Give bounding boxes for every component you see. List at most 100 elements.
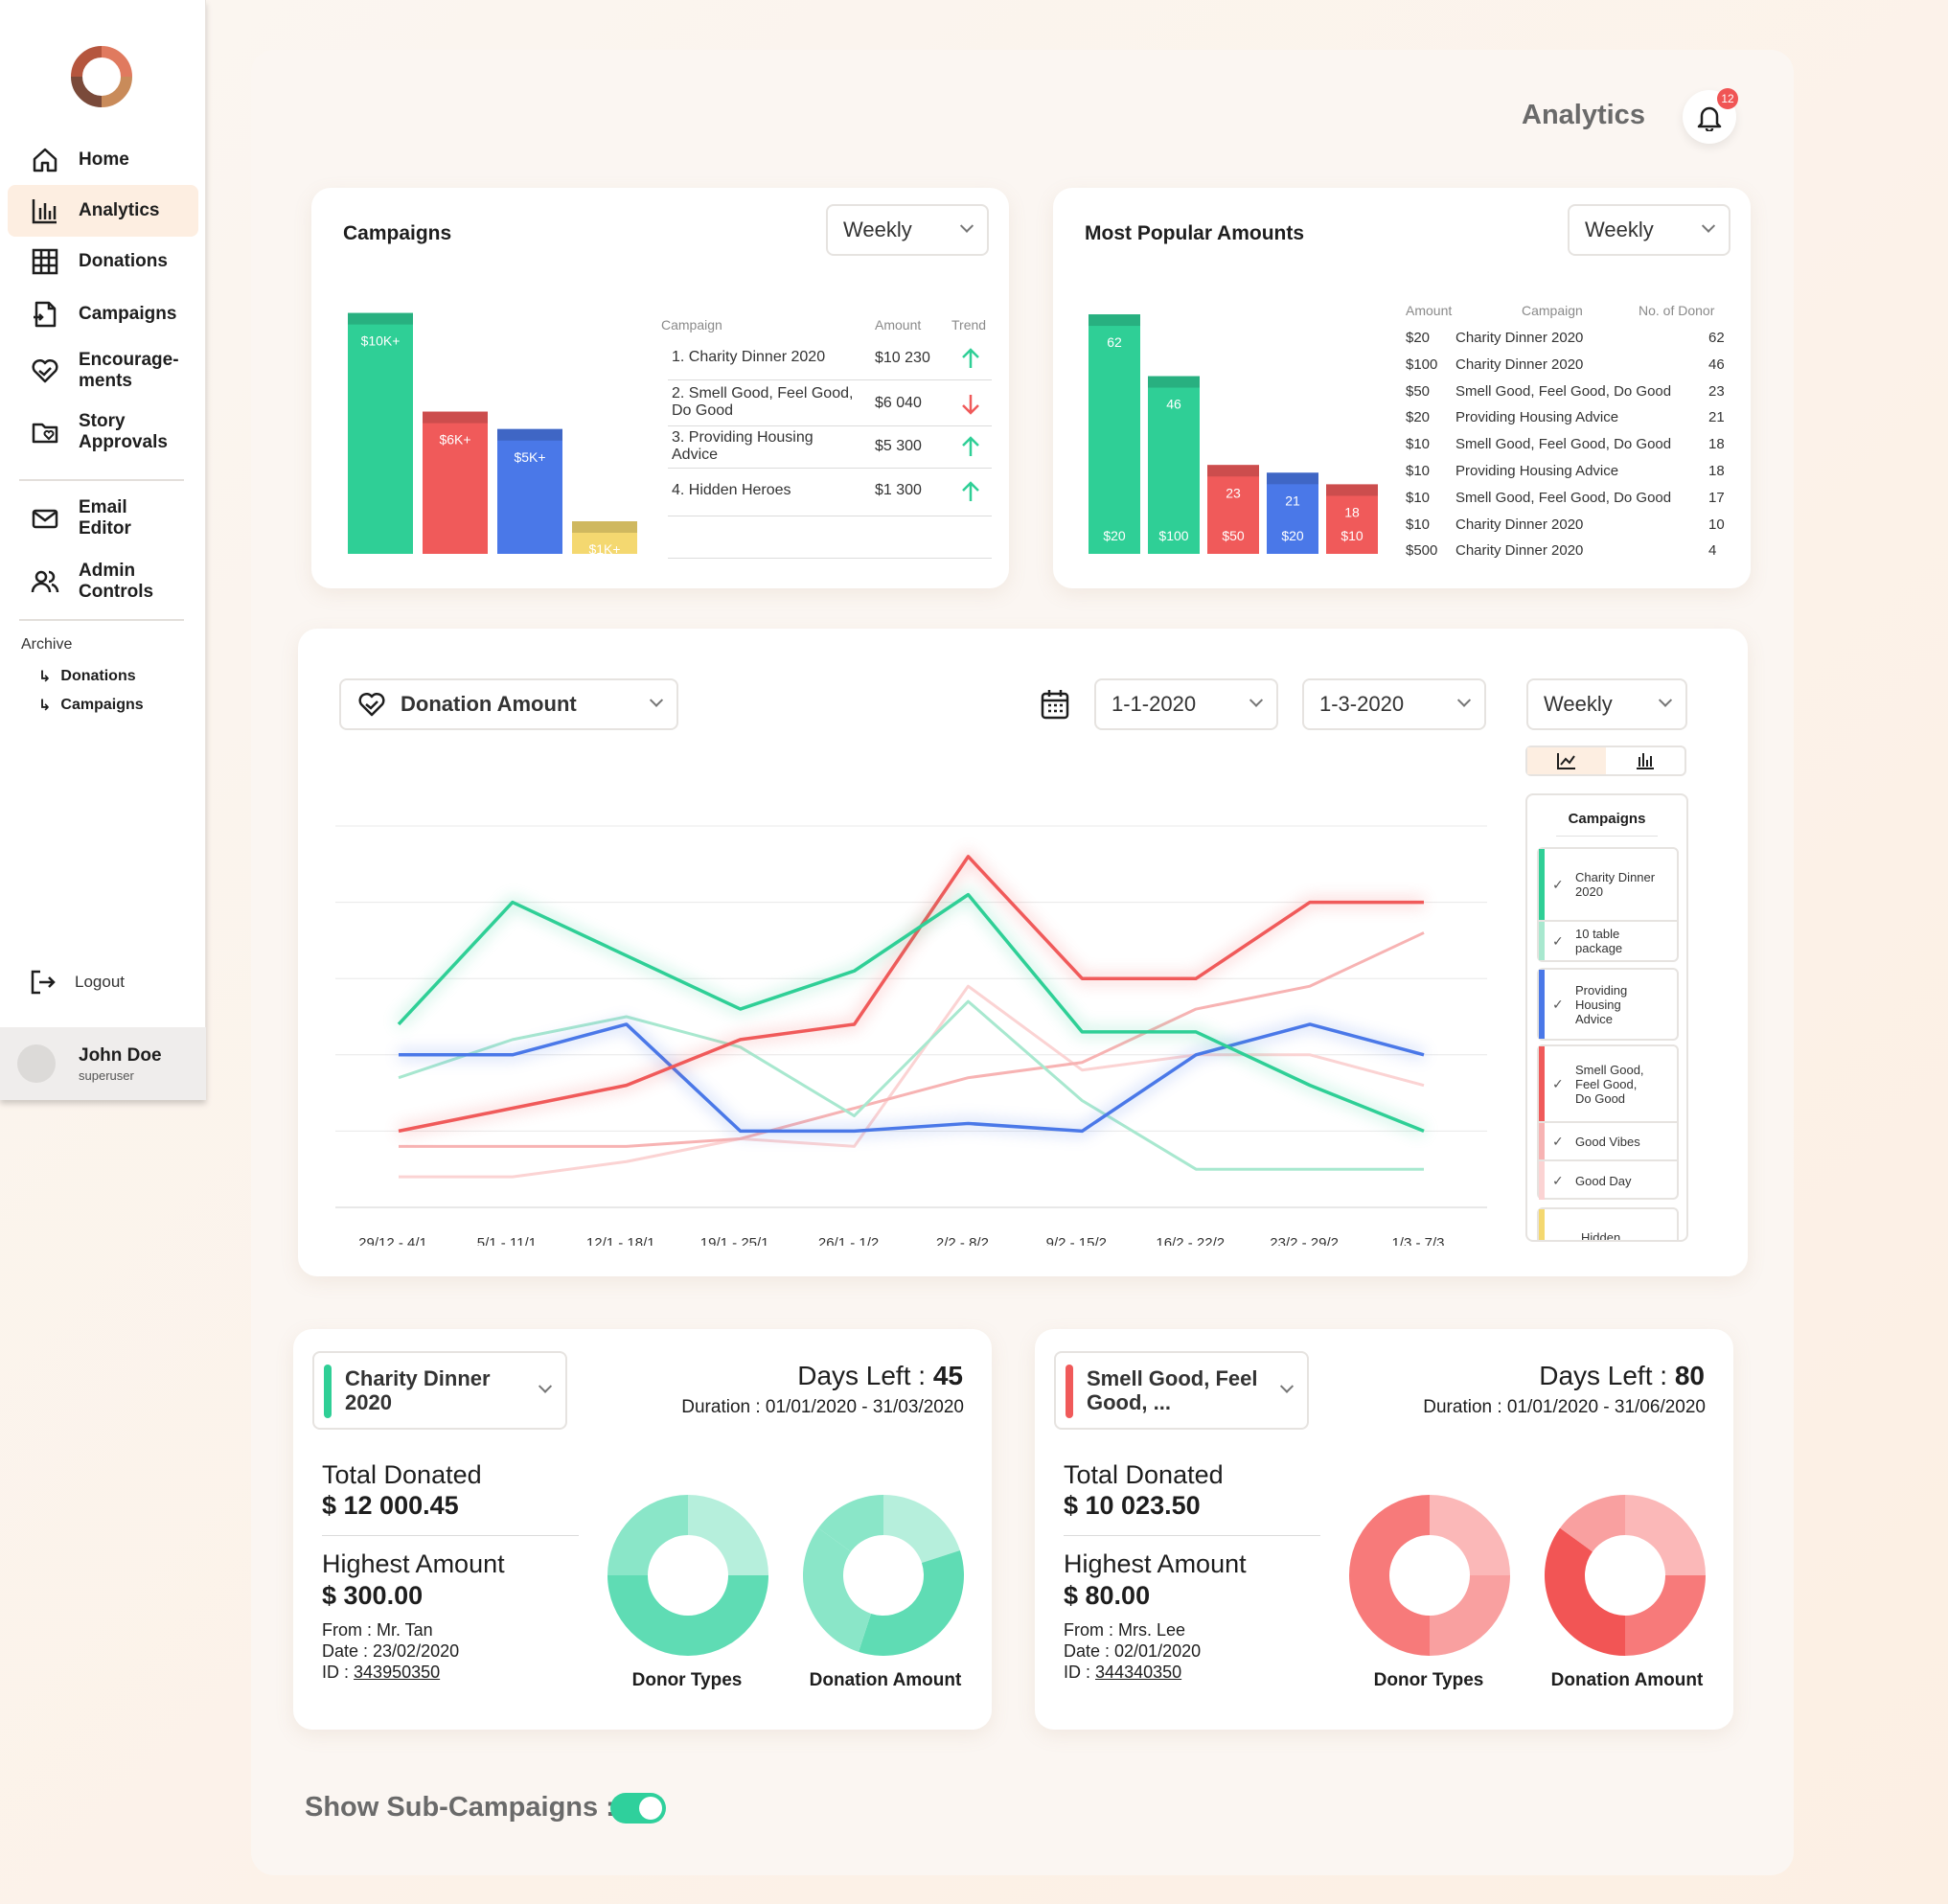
popular-row-amount: $20: [1406, 409, 1431, 426]
date-to-select[interactable]: 1-3-2020: [1302, 678, 1486, 730]
popular-bar-value-4: 18: [1344, 504, 1360, 519]
summary-2-campaign-select[interactable]: Smell Good, Feel Good, ...: [1054, 1351, 1309, 1430]
popular-row-campaign: Charity Dinner 2020: [1455, 330, 1584, 346]
series-line-5: [399, 984, 1425, 1179]
popular-bar-cap-4: [1326, 484, 1378, 496]
legend-label: Good Vibes: [1575, 1134, 1640, 1149]
summary-1-campaign-select[interactable]: Charity Dinner 2020: [312, 1351, 567, 1430]
summary-1-total-value: $ 12 000.45: [322, 1491, 459, 1520]
archive-donations[interactable]: ↳ Donations: [38, 667, 136, 686]
x-tick-label: 9/2 - 15/2: [1046, 1235, 1107, 1246]
metric-select[interactable]: Donation Amount: [339, 678, 678, 730]
donut-slice-3: [1560, 1495, 1625, 1552]
heart-hands-icon: [358, 692, 385, 717]
date-from-select[interactable]: 1-1-2020: [1094, 678, 1278, 730]
summary-2-duration: Duration : 01/01/2020 - 31/06/2020: [1423, 1397, 1706, 1417]
popular-row-donors: 62: [1708, 330, 1725, 346]
nav-email-editor[interactable]: Email Editor: [8, 493, 198, 544]
nav-story-approvals[interactable]: Story Approvals: [8, 406, 198, 458]
x-tick-label: 19/1 - 25/1: [700, 1235, 769, 1246]
x-tick-label: 16/2 - 22/2: [1156, 1235, 1225, 1246]
popular-bar-category-0: $20: [1103, 528, 1126, 543]
nav-admin-controls[interactable]: Admin Controls: [8, 556, 198, 608]
donut-slice-2: [803, 1527, 872, 1652]
home-icon: [29, 144, 61, 176]
check-icon: ✓: [1552, 1133, 1564, 1149]
donor-types-donut-1: [607, 1495, 768, 1656]
nav-analytics[interactable]: Analytics: [8, 185, 198, 237]
user-profile[interactable]: John Doe superuser: [0, 1027, 206, 1100]
popular-bar-category-1: $100: [1158, 528, 1188, 543]
date-from-value: 1-1-2020: [1112, 692, 1197, 716]
donor-types-donut-2: [1349, 1495, 1510, 1656]
heart-hands-icon: [29, 355, 61, 387]
donation-id-link[interactable]: 343950350: [354, 1663, 441, 1682]
archive-title: Archive: [21, 636, 73, 653]
legend-item-smell-good[interactable]: ✓ Smell Good, Feel Good, Do Good: [1539, 1046, 1677, 1123]
sub-arrow-icon: ↳: [38, 669, 52, 685]
bar-chart-icon: [1637, 753, 1654, 769]
sidebar: Home Analytics Donations Campaigns Encou…: [0, 0, 206, 1100]
bar-chart-toggle[interactable]: [1606, 747, 1684, 774]
mail-icon: [29, 502, 61, 535]
nav-encouragements[interactable]: Encourage- ments: [8, 345, 198, 397]
campaigns-period-value: Weekly: [843, 218, 912, 241]
nav-home-label: Home: [79, 149, 129, 170]
popular-row-campaign: Charity Dinner 2020: [1455, 356, 1584, 373]
summary-divider: [322, 1535, 579, 1536]
legend-item-housing[interactable]: ✓ Providing Housing Advice: [1537, 968, 1679, 1041]
donut-slice-1: [859, 1550, 964, 1656]
donation-amount-donut-1: [803, 1495, 964, 1656]
bell-icon: [1697, 106, 1722, 131]
legend-item-hidden[interactable]: Hidden: [1537, 1207, 1679, 1242]
campaign-row-3-name: 3. Providing Housing Advice: [672, 429, 814, 463]
popular-row-campaign: Charity Dinner 2020: [1455, 516, 1584, 533]
nav-campaigns[interactable]: Campaigns: [8, 288, 198, 340]
archive-campaigns[interactable]: ↳ Campaigns: [38, 696, 144, 715]
logout-button[interactable]: Logout: [29, 968, 125, 997]
legend-item-charity-dinner[interactable]: ✓ Charity Dinner 2020: [1539, 849, 1677, 922]
popular-row-amount: $100: [1406, 356, 1438, 373]
legend-item-10-table[interactable]: ✓ 10 table package: [1539, 922, 1677, 960]
donut-1-label: Donor Types: [631, 1670, 743, 1690]
popular-col-amount: Amount: [1406, 303, 1453, 318]
donut-slice-1: [607, 1575, 768, 1656]
legend-item-good-day[interactable]: ✓ Good Day: [1539, 1161, 1677, 1200]
legend-color-chip: [1539, 1123, 1545, 1159]
summary-2-days-left: Days Left : 80: [1412, 1361, 1705, 1391]
popular-row-campaign: Smell Good, Feel Good, Do Good: [1455, 382, 1672, 400]
nav-story-approvals-label: Story Approvals: [79, 411, 168, 452]
popular-row-campaign: Providing Housing Advice: [1455, 463, 1619, 479]
popular-period-value: Weekly: [1585, 218, 1654, 241]
line-chart-toggle[interactable]: [1527, 747, 1606, 774]
legend-item-good-vibes[interactable]: ✓ Good Vibes: [1539, 1123, 1677, 1161]
show-sub-campaigns-label: Show Sub-Campaigns :: [305, 1792, 615, 1823]
chevron-down-icon: [1456, 693, 1472, 707]
show-sub-campaigns-toggle[interactable]: [610, 1793, 666, 1824]
campaigns-period-select[interactable]: Weekly: [826, 204, 989, 256]
campaign-row-2-name: 2. Smell Good, Feel Good, Do Good: [672, 385, 854, 419]
popular-row-amount: $500: [1406, 542, 1438, 560]
trend-down-icon: [962, 395, 979, 415]
legend-color-chip: [1539, 922, 1545, 960]
legend-color-chip: [1539, 849, 1545, 920]
summary-2-date: Date : 02/01/2020: [1064, 1641, 1202, 1661]
donut-slice-2: [1545, 1527, 1625, 1656]
donation-id-link[interactable]: 344340350: [1095, 1663, 1182, 1682]
bar-label-2: $5K+: [514, 449, 545, 465]
period-select[interactable]: Weekly: [1526, 678, 1687, 730]
trend-up-icon: [962, 436, 979, 456]
donut-4-label: Donation Amount: [1550, 1670, 1704, 1690]
nav-home[interactable]: Home: [8, 134, 198, 186]
calendar-icon[interactable]: [1040, 688, 1070, 721]
popular-period-select[interactable]: Weekly: [1568, 204, 1730, 256]
bar-chart-icon: [29, 195, 61, 227]
summary-2-total-label: Total Donated: [1064, 1460, 1224, 1489]
popular-bar-cap-1: [1148, 376, 1200, 388]
row-divider: [668, 379, 992, 380]
nav-donations[interactable]: Donations: [8, 236, 198, 287]
notifications-button[interactable]: 12: [1683, 88, 1738, 144]
popular-bar-value-2: 23: [1226, 485, 1241, 500]
legend-label: Hidden: [1581, 1230, 1621, 1242]
bar-cap-1: [423, 411, 488, 424]
